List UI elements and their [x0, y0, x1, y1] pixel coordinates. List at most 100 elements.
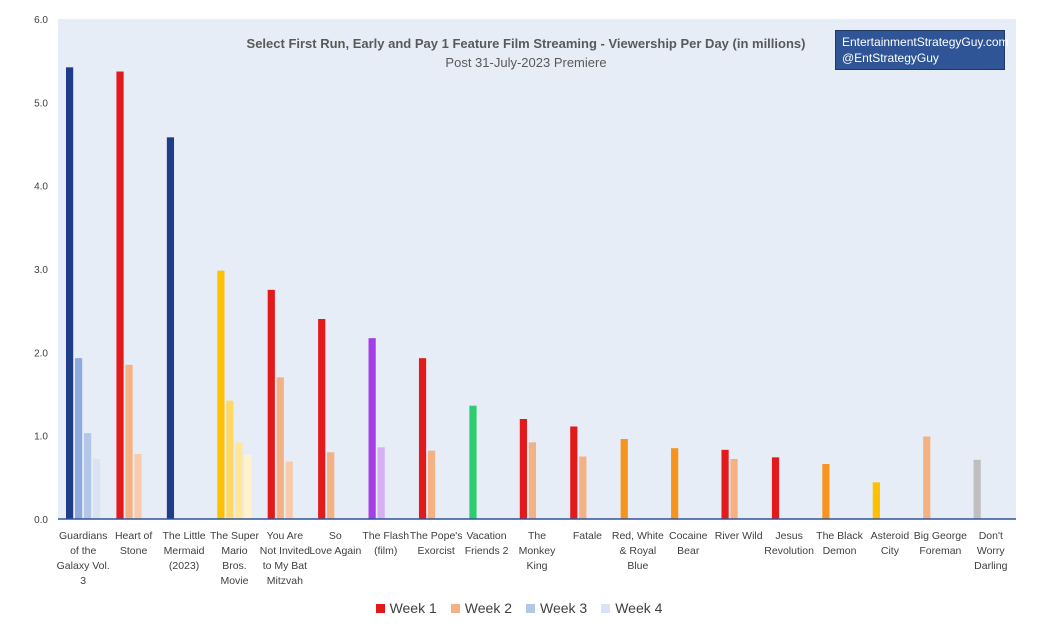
- bar-week-2: [377, 447, 385, 519]
- bar-week-1: [771, 457, 780, 519]
- bar-week-1: [116, 71, 124, 519]
- plot-background: [58, 19, 1016, 519]
- bar-week-1: [872, 482, 880, 519]
- category-label: King: [526, 560, 547, 572]
- category-label: Love Again: [309, 545, 361, 557]
- category-label: Blue: [627, 560, 648, 572]
- bar-week-2: [75, 358, 83, 519]
- bar-week-1: [620, 439, 628, 519]
- bar-week-1: [570, 426, 578, 519]
- bar-week-2: [579, 456, 587, 519]
- bar-week-2: [226, 400, 234, 519]
- category-label: The Little: [162, 530, 205, 542]
- category-label: & Royal: [619, 545, 656, 557]
- bar-week-1: [166, 137, 175, 519]
- bar-week-3: [84, 433, 92, 519]
- bar-week-1: [368, 338, 376, 519]
- category-label: Stone: [120, 545, 148, 557]
- category-label: Galaxy Vol.: [57, 560, 110, 572]
- category-label: Mitzvah: [267, 575, 303, 587]
- bar-week-2: [528, 442, 536, 519]
- legend-swatch: [601, 603, 611, 613]
- x-axis-labels: Guardians of the Galaxy Vol. 3 Heart of Stone…: [57, 530, 1008, 587]
- legend-item: Week 2: [450, 600, 512, 616]
- y-tick-label: 4.0: [34, 182, 48, 193]
- category-label: Don't: [979, 530, 1003, 542]
- category-label: The: [528, 530, 546, 542]
- category-label: Heart of: [115, 530, 152, 542]
- bar-week-4: [244, 454, 252, 519]
- category-label: Demon: [823, 545, 857, 557]
- legend-label: Week 4: [615, 600, 663, 616]
- category-label: Movie: [220, 575, 248, 587]
- legend-label: Week 3: [540, 600, 588, 616]
- bar-week-4: [93, 459, 101, 519]
- category-label: (film): [374, 545, 397, 557]
- category-label: Jesus: [775, 530, 802, 542]
- category-label: The Super: [210, 530, 260, 542]
- category-label: River Wild: [715, 530, 763, 542]
- legend-item: Week 3: [526, 600, 587, 616]
- legend: Week 1 Week 2 Week 3 Week 4: [0, 599, 1038, 617]
- category-label: (2023): [169, 560, 199, 572]
- category-label: Asteroid: [871, 530, 910, 542]
- bar-week-3: [235, 442, 243, 519]
- category-label: You Are: [267, 530, 304, 542]
- category-label: Bear: [677, 545, 700, 557]
- y-tick-label: 1.0: [34, 432, 48, 443]
- category-label: Foreman: [919, 545, 961, 557]
- legend-swatch: [450, 603, 460, 613]
- y-tick-label: 5.0: [34, 98, 48, 109]
- chart-title: Select First Run, Early and Pay 1 Featur…: [247, 36, 806, 51]
- category-label: Exorcist: [417, 545, 454, 557]
- bar-week-1: [973, 459, 981, 519]
- bar-week-1: [923, 436, 931, 519]
- bar-week-2: [125, 364, 133, 519]
- category-label: Monkey: [519, 545, 557, 557]
- category-label: City: [881, 545, 900, 557]
- y-axis: 0.0 1.0 2.0 3.0 4.0 5.0 6.0: [34, 15, 48, 526]
- y-tick-label: 2.0: [34, 348, 48, 359]
- bar-week-1: [418, 358, 427, 519]
- category-label: of the: [70, 545, 96, 557]
- legend-swatch: [375, 603, 385, 613]
- category-label: Red, White: [612, 530, 664, 542]
- bar-week-1: [671, 448, 679, 519]
- y-tick-label: 0.0: [34, 515, 48, 526]
- category-label: So: [329, 530, 342, 542]
- chart-subtitle: Post 31-July-2023 Premiere: [445, 55, 606, 70]
- brand-website: EntertainmentStrategyGuy.com: [842, 35, 1009, 49]
- bar-week-3: [134, 454, 142, 519]
- brand-handle: @EntStrategyGuy: [842, 51, 939, 65]
- bar-week-1: [822, 464, 830, 519]
- category-label: Big George: [914, 530, 967, 542]
- category-label: The Flash: [362, 530, 409, 542]
- legend-item: Week 4: [601, 600, 662, 616]
- category-label: Mario: [221, 545, 247, 557]
- category-label: 3: [80, 575, 86, 587]
- brand-box: EntertainmentStrategyGuy.com @EntStrateg…: [835, 30, 1009, 70]
- bar-week-1: [721, 449, 729, 519]
- bar-week-1: [469, 405, 477, 519]
- category-label: Not Invited: [260, 545, 310, 557]
- category-label: Bros.: [222, 560, 247, 572]
- bar-week-1: [217, 270, 225, 519]
- category-label: Cocaine: [669, 530, 708, 542]
- legend-item: Week 1: [375, 600, 437, 616]
- bar-week-1: [66, 67, 74, 519]
- category-label: Worry: [977, 545, 1006, 557]
- category-label: The Black: [816, 530, 863, 542]
- category-label: Mermaid: [164, 545, 205, 557]
- bar-week-1: [267, 289, 275, 519]
- category-label: Revolution: [764, 545, 814, 557]
- category-label: Fatale: [573, 530, 602, 542]
- bar-week-1: [318, 319, 326, 519]
- y-tick-label: 6.0: [34, 15, 48, 26]
- bar-week-1: [519, 419, 527, 519]
- bar-week-2: [730, 459, 738, 519]
- category-label: Friends 2: [465, 545, 509, 557]
- category-label: to My Bat: [263, 560, 307, 572]
- category-label: Vacation: [467, 530, 507, 542]
- category-label: Darling: [974, 560, 1007, 572]
